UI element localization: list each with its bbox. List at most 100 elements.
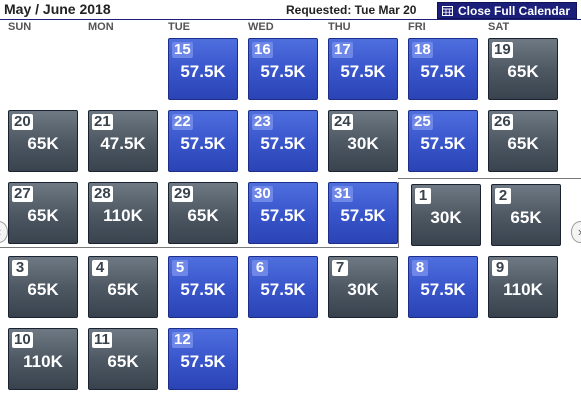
day-number: 25 bbox=[412, 113, 433, 130]
day-number: 3 bbox=[12, 260, 28, 276]
day-number: 21 bbox=[92, 113, 113, 130]
award-miles: 30K bbox=[347, 134, 379, 153]
month-divider bbox=[398, 178, 581, 179]
calendar-day-cell[interactable]: 15 57.5K bbox=[168, 38, 238, 100]
award-miles: 110K bbox=[503, 280, 543, 299]
close-full-calendar-label: Close Full Calendar bbox=[458, 4, 571, 18]
award-miles: 57.5K bbox=[260, 280, 306, 299]
calendar-day-cell[interactable]: 2 65K bbox=[491, 184, 561, 246]
calendar-day-cell[interactable]: 22 57.5K bbox=[168, 110, 238, 172]
calendar-day-cell[interactable]: 24 30K bbox=[328, 110, 398, 172]
day-number: 5 bbox=[172, 260, 188, 276]
day-number: 29 bbox=[172, 185, 193, 202]
weekday-label: TUE bbox=[168, 21, 190, 33]
award-miles: 57.5K bbox=[180, 352, 226, 371]
day-number: 8 bbox=[412, 260, 428, 276]
requested-date: Requested: Tue Mar 20 bbox=[286, 3, 417, 17]
calendar-icon bbox=[442, 6, 453, 16]
day-number: 27 bbox=[12, 185, 33, 202]
day-number: 7 bbox=[332, 260, 348, 276]
previous-month-arrow[interactable]: ‹ bbox=[0, 221, 8, 243]
day-number: 9 bbox=[492, 260, 508, 276]
calendar-day-cell[interactable]: 30 57.5K bbox=[248, 182, 318, 244]
weekday-label: MON bbox=[88, 21, 114, 33]
day-number: 22 bbox=[172, 113, 193, 130]
calendar-day-cell[interactable]: 16 57.5K bbox=[248, 38, 318, 100]
chevron-left-icon: ‹ bbox=[0, 224, 1, 239]
day-number: 15 bbox=[172, 41, 193, 58]
award-miles: 65K bbox=[27, 280, 59, 299]
calendar-day-cell[interactable]: 29 65K bbox=[168, 182, 238, 244]
calendar-day-cell[interactable]: 23 57.5K bbox=[248, 110, 318, 172]
calendar-day-cell[interactable]: 20 65K bbox=[8, 110, 78, 172]
award-miles: 65K bbox=[187, 206, 219, 225]
calendar-day-cell[interactable]: 6 57.5K bbox=[248, 256, 318, 318]
calendar-day-cell[interactable]: 19 65K bbox=[488, 38, 558, 100]
calendar-day-cell[interactable]: 5 57.5K bbox=[168, 256, 238, 318]
calendar-day-cell[interactable]: 11 65K bbox=[88, 328, 158, 390]
calendar-day-cell[interactable]: 31 57.5K bbox=[328, 182, 398, 244]
award-miles: 65K bbox=[507, 134, 539, 153]
weekday-label: WED bbox=[248, 21, 274, 33]
award-miles: 57.5K bbox=[260, 62, 306, 81]
calendar-day-cell[interactable]: 12 57.5K bbox=[168, 328, 238, 390]
award-miles: 65K bbox=[27, 134, 59, 153]
award-miles: 110K bbox=[103, 206, 143, 225]
award-miles: 57.5K bbox=[180, 134, 226, 153]
weekday-label: THU bbox=[328, 21, 351, 33]
day-number: 16 bbox=[252, 41, 273, 58]
award-miles: 65K bbox=[107, 280, 139, 299]
weekday-label: SUN bbox=[8, 21, 32, 33]
award-miles: 65K bbox=[107, 352, 139, 371]
award-miles: 57.5K bbox=[180, 280, 226, 299]
calendar-day-cell[interactable]: 3 65K bbox=[8, 256, 78, 318]
award-miles: 57.5K bbox=[420, 134, 466, 153]
close-full-calendar-button[interactable]: Close Full Calendar bbox=[437, 2, 577, 19]
award-miles: 57.5K bbox=[420, 280, 466, 299]
calendar-day-cell[interactable]: 7 30K bbox=[328, 256, 398, 318]
next-month-arrow[interactable]: › bbox=[571, 221, 581, 243]
day-number: 26 bbox=[492, 113, 513, 130]
award-miles: 57.5K bbox=[180, 62, 226, 81]
award-miles: 30K bbox=[430, 208, 462, 227]
award-miles: 57.5K bbox=[340, 206, 386, 225]
calendar-day-cell[interactable]: 8 57.5K bbox=[408, 256, 478, 318]
award-miles: 110K bbox=[23, 352, 63, 371]
calendar-day-cell[interactable]: 4 65K bbox=[88, 256, 158, 318]
award-miles: 57.5K bbox=[260, 134, 306, 153]
calendar-day-cell[interactable]: 27 65K bbox=[8, 182, 78, 244]
header-divider bbox=[0, 19, 581, 20]
day-number: 6 bbox=[252, 260, 268, 276]
calendar-day-cell[interactable]: 21 47.5K bbox=[88, 110, 158, 172]
award-miles: 65K bbox=[507, 62, 539, 81]
weekday-label: SAT bbox=[488, 21, 510, 33]
day-number: 31 bbox=[332, 185, 353, 202]
calendar-day-cell[interactable]: 9 110K bbox=[488, 256, 558, 318]
award-miles: 47.5K bbox=[100, 134, 146, 153]
day-number: 11 bbox=[92, 331, 112, 348]
calendar-day-cell[interactable]: 17 57.5K bbox=[328, 38, 398, 100]
day-number: 18 bbox=[412, 41, 433, 58]
award-miles: 57.5K bbox=[260, 206, 306, 225]
award-miles: 57.5K bbox=[340, 62, 386, 81]
weekday-label: FRI bbox=[408, 21, 426, 33]
day-number: 20 bbox=[12, 113, 33, 130]
calendar-day-cell[interactable]: 10 110K bbox=[8, 328, 78, 390]
day-number: 24 bbox=[332, 113, 353, 130]
day-number: 19 bbox=[492, 41, 513, 58]
day-number: 4 bbox=[92, 260, 108, 276]
award-miles: 65K bbox=[510, 208, 542, 227]
calendar-day-cell[interactable]: 25 57.5K bbox=[408, 110, 478, 172]
award-miles: 30K bbox=[347, 280, 379, 299]
day-number: 10 bbox=[12, 331, 33, 348]
chevron-right-icon: › bbox=[578, 224, 581, 239]
day-number: 2 bbox=[495, 188, 511, 204]
award-miles: 65K bbox=[27, 206, 59, 225]
calendar-day-cell[interactable]: 1 30K bbox=[411, 184, 481, 246]
calendar-day-cell[interactable]: 28 110K bbox=[88, 182, 158, 244]
day-number: 12 bbox=[172, 331, 193, 348]
calendar-day-cell[interactable]: 18 57.5K bbox=[408, 38, 478, 100]
day-number: 1 bbox=[415, 188, 431, 204]
calendar-day-cell[interactable]: 26 65K bbox=[488, 110, 558, 172]
